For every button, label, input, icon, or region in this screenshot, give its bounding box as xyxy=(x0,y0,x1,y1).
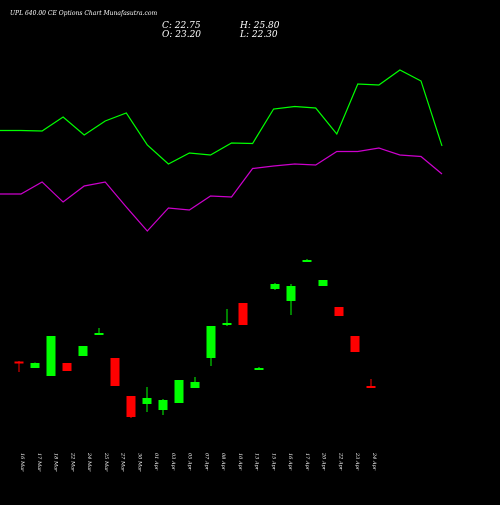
indicator-lines xyxy=(0,69,443,232)
candle-body xyxy=(46,336,56,376)
x-tick-label: 24 Mar xyxy=(86,452,92,472)
candle-body xyxy=(174,380,184,403)
x-tick-label: 22 Apr xyxy=(338,452,344,471)
candle xyxy=(126,396,136,418)
x-tick-label: 10 Apr xyxy=(237,453,243,471)
candle xyxy=(318,280,328,286)
candle xyxy=(366,379,376,388)
candle xyxy=(62,363,72,371)
candle-body xyxy=(222,323,232,325)
candlesticks xyxy=(14,259,376,418)
candle-body xyxy=(126,396,136,417)
candle xyxy=(14,361,24,372)
candle xyxy=(334,307,344,316)
candle-body xyxy=(366,386,376,388)
x-tick-label: 17 Mar xyxy=(36,453,42,472)
x-tick-label: 22 Mar xyxy=(69,452,75,472)
indicator-line-2 xyxy=(0,147,443,232)
indicator-line-1 xyxy=(0,69,443,165)
x-tick-label: 15 Apr xyxy=(270,453,276,471)
candle-body xyxy=(334,307,344,316)
low-value: L: 22.30 xyxy=(239,30,278,40)
x-tick-label: 20 Apr xyxy=(321,452,327,471)
x-tick-label: 23 Apr xyxy=(354,452,360,471)
candle-body xyxy=(14,361,24,364)
x-axis-ticks: 16 Mar 17 Mar 18 Mar 22 Mar 24 Mar 25 Mar 27 M… xyxy=(19,452,377,472)
candle xyxy=(350,336,360,352)
candle-body xyxy=(286,286,296,301)
x-tick-label: 18 Mar xyxy=(53,453,59,472)
candle xyxy=(302,259,312,262)
x-tick-label: 25 Mar xyxy=(103,452,109,472)
open-value: O: 23.20 xyxy=(162,30,201,40)
x-tick-label: 05 Apr xyxy=(187,453,193,471)
x-tick-label: 07 Apr xyxy=(203,453,209,471)
candle xyxy=(254,367,264,370)
candle-body xyxy=(254,368,264,370)
x-tick-label: 27 Mar xyxy=(120,452,126,472)
candle xyxy=(206,326,216,366)
candle-body xyxy=(94,333,104,335)
candle-body xyxy=(270,284,280,289)
x-tick-label: 16 Apr xyxy=(287,453,293,471)
chart-title: UPL 640.00 CE Options Chart Munafasutra.… xyxy=(10,10,157,17)
candle xyxy=(78,346,88,356)
x-tick-label: 24 Apr xyxy=(371,452,377,471)
candle xyxy=(30,362,40,368)
candle-body xyxy=(78,346,88,356)
x-tick-label: 30 Mar xyxy=(136,453,142,472)
candle-body xyxy=(30,363,40,368)
candle-body xyxy=(318,280,328,286)
candle-body xyxy=(110,358,120,386)
candle xyxy=(158,399,168,415)
candle-body xyxy=(62,363,72,371)
candle-body xyxy=(190,382,200,388)
candle xyxy=(110,358,120,386)
x-tick-label: 03 Apr xyxy=(170,453,176,471)
candle-body xyxy=(350,336,360,352)
candle xyxy=(222,309,232,326)
candle xyxy=(174,380,184,403)
close-value: C: 22.75 xyxy=(162,21,201,31)
candle xyxy=(190,377,200,388)
x-tick-label: 08 Apr xyxy=(220,453,226,471)
candle xyxy=(270,283,280,290)
candle-body xyxy=(142,398,152,404)
high-value: H: 25.80 xyxy=(239,21,280,31)
candle-body xyxy=(206,326,216,358)
x-tick-label: 01 Apr xyxy=(153,453,159,471)
candle-body xyxy=(238,303,248,325)
candle xyxy=(94,328,104,335)
candle xyxy=(142,387,152,412)
x-tick-label: 13 Apr xyxy=(254,453,260,471)
x-tick-label: 16 Mar xyxy=(19,453,25,472)
candle-body xyxy=(158,400,168,410)
candle-body xyxy=(302,260,312,262)
candle xyxy=(238,303,248,325)
candle xyxy=(286,284,296,315)
candle xyxy=(46,336,56,376)
x-tick-label: 17 Apr xyxy=(304,453,310,471)
